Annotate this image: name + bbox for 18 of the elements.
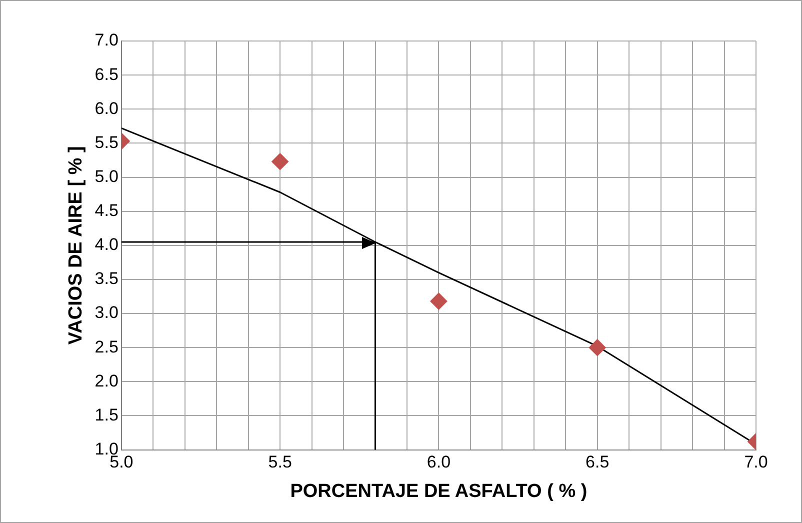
- y-tick-label: 3.5: [94, 269, 118, 288]
- x-tick-label: 6.5: [586, 452, 610, 472]
- y-tick-label: 4.5: [94, 201, 118, 220]
- x-tick-label: 6.0: [426, 452, 451, 472]
- y-tick-label: 4.0: [94, 235, 118, 254]
- y-tick-label: 3.0: [94, 303, 118, 322]
- y-tick-label: 7.0: [94, 30, 118, 50]
- x-axis-title: PORCENTAJE DE ASFALTO ( % ): [290, 480, 588, 502]
- y-tick-label: 6.0: [94, 98, 118, 118]
- y-tick-label: 5.5: [94, 132, 118, 152]
- y-tick-label: 1.5: [94, 405, 118, 424]
- y-axis-title: VACIOS DE AIRE [ % ]: [66, 146, 87, 345]
- y-tick-label: 2.5: [94, 337, 118, 356]
- y-tick-label: 2.0: [94, 371, 118, 390]
- x-tick-label: 7.0: [744, 452, 768, 472]
- y-tick-label: 6.5: [94, 64, 118, 84]
- x-tick-label: 5.5: [268, 452, 292, 472]
- y-tick-label: 5.0: [94, 166, 118, 186]
